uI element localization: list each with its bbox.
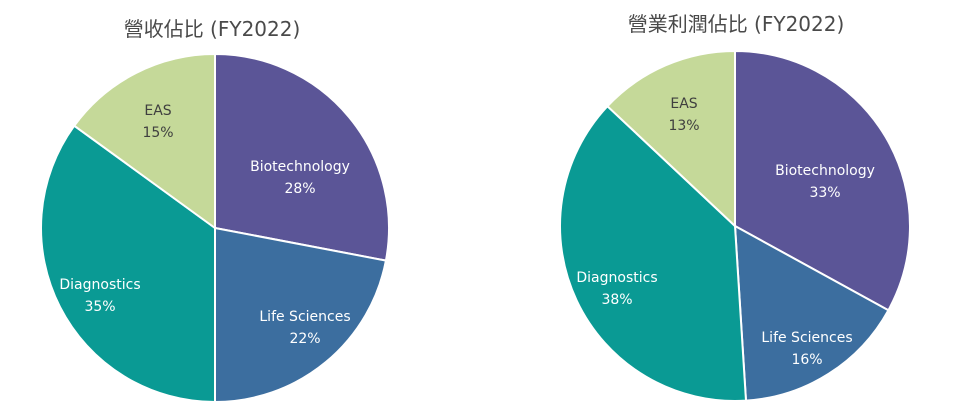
revenue-label-biotechnology: Biotechnology xyxy=(250,159,350,175)
operating-profit-label-diagnostics: Diagnostics xyxy=(576,270,657,286)
operating-profit-slice-diagnostics xyxy=(559,104,748,402)
revenue-pie-slices xyxy=(40,52,391,404)
revenue-slice-diagnostics xyxy=(40,124,216,404)
revenue-label-life-sciences: Life Sciences xyxy=(259,309,350,325)
operating-profit-slice-biotechnology xyxy=(734,49,911,312)
operating-profit-label-biotechnology: Biotechnology xyxy=(775,163,875,179)
revenue-label-diagnostics: Diagnostics xyxy=(59,277,140,293)
revenue-chart-title: 營收佔比 (FY2022) xyxy=(124,17,301,41)
revenue-slice-eas xyxy=(72,52,216,230)
revenue-slice-biotechnology xyxy=(214,52,391,262)
operating-profit-label-eas: EAS xyxy=(670,96,697,112)
revenue-slice-life-sciences xyxy=(214,226,388,404)
operating-profit-slice-life-sciences xyxy=(733,224,890,402)
revenue-label-eas: EAS xyxy=(144,103,171,119)
revenue-pie-labels: Biotechnology 28% Life Sciences 22% Diagnost… xyxy=(59,103,350,347)
operating-profit-pie-chart: 營業利潤佔比 (FY2022) Biotechnology 33% Life Sci… xyxy=(559,12,911,402)
operating-profit-pie-slices xyxy=(559,49,911,402)
revenue-value-diagnostics: 35% xyxy=(84,299,115,315)
revenue-value-eas: 15% xyxy=(142,125,173,141)
operating-profit-value-life-sciences: 16% xyxy=(791,352,822,368)
revenue-value-life-sciences: 22% xyxy=(289,331,320,347)
operating-profit-chart-title: 營業利潤佔比 (FY2022) xyxy=(628,12,845,36)
revenue-pie-chart: 營收佔比 (FY2022) Biotechnology 28% Life Scien… xyxy=(40,17,391,404)
operating-profit-slice-eas xyxy=(606,49,736,229)
operating-profit-value-eas: 13% xyxy=(668,118,699,134)
revenue-value-biotechnology: 28% xyxy=(284,181,315,197)
operating-profit-label-life-sciences: Life Sciences xyxy=(761,330,852,346)
operating-profit-pie-labels: Biotechnology 33% Life Sciences 16% Diagnost… xyxy=(576,96,875,368)
operating-profit-value-biotechnology: 33% xyxy=(809,185,840,201)
operating-profit-value-diagnostics: 38% xyxy=(601,292,632,308)
